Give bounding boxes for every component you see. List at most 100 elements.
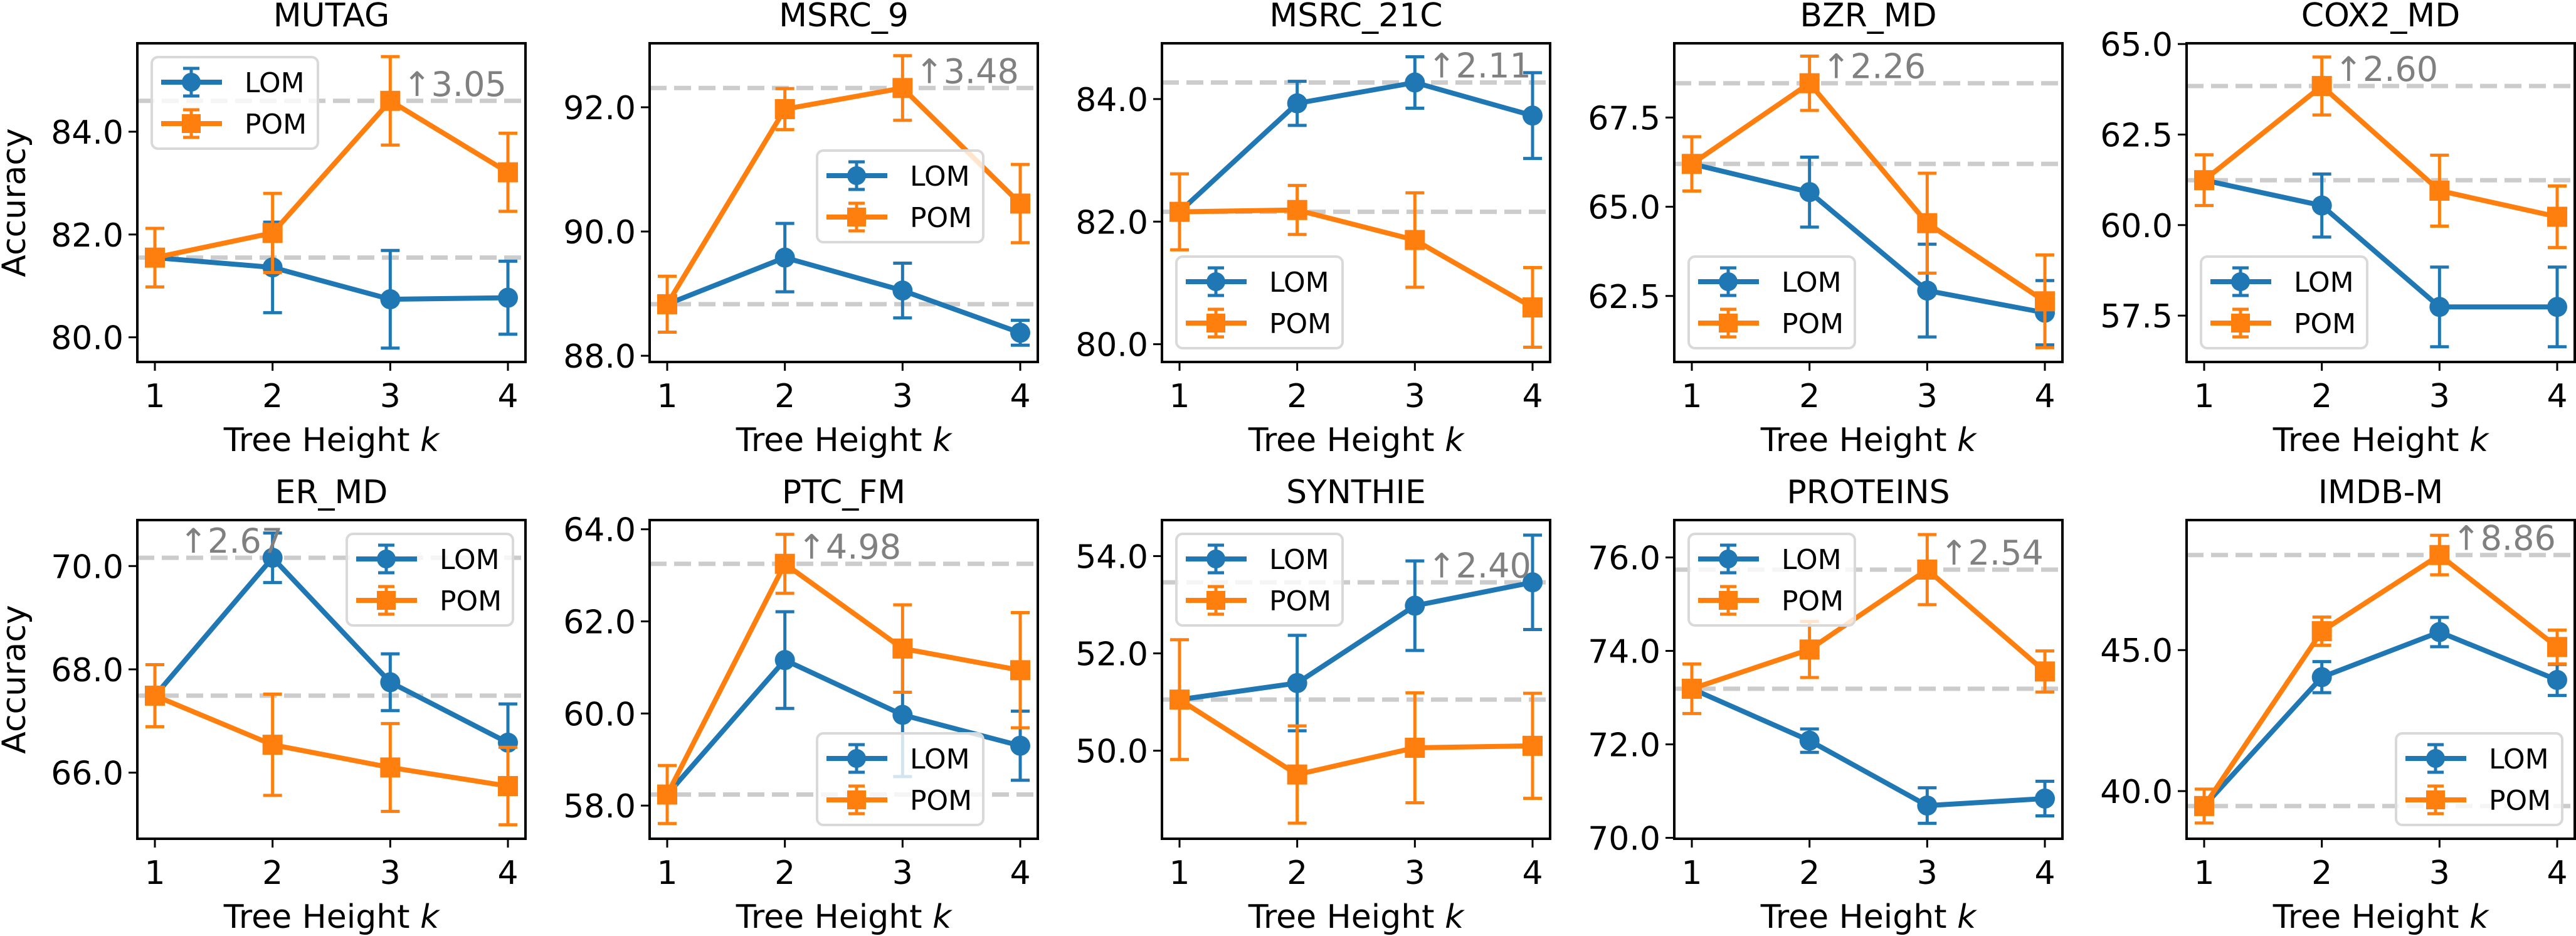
x-tick-label: 4 — [497, 854, 518, 892]
data-point — [892, 280, 913, 301]
legend-item-lom: LOM — [1698, 266, 1842, 299]
up-arrow-icon: ↑ — [915, 51, 943, 91]
x-tick-label: 3 — [1405, 854, 1425, 892]
legend-label: LOM — [2294, 267, 2354, 299]
x-axis-label-text: Tree Height — [736, 898, 932, 936]
legend: LOM POM — [1687, 533, 1856, 627]
improvement-value: 2.60 — [2363, 50, 2438, 89]
legend-label: POM — [2294, 308, 2356, 340]
x-axis-label: Tree Height k — [1248, 898, 1465, 936]
legend-item-pom: POM — [1698, 307, 1844, 340]
data-point — [380, 672, 401, 693]
data-point — [1682, 154, 1702, 174]
x-axis-label-text: Tree Height — [1760, 422, 1957, 459]
data-point — [774, 650, 795, 671]
x-tick-label: 2 — [1799, 378, 1820, 415]
data-point — [1799, 182, 1820, 203]
legend: LOM POM — [816, 149, 984, 243]
subplot-mutag: MUTAG ↑3.05 1 2 3 4 Tree Height k 80.0 82.0 84.0 A… — [0, 0, 527, 459]
up-arrow-icon: ↑ — [1822, 47, 1850, 87]
subplot-title: IMDB-M — [2318, 474, 2444, 511]
data-point — [1010, 193, 1030, 214]
x-tick-label: 4 — [2034, 378, 2055, 415]
x-axis-label-text: Tree Height — [223, 422, 420, 459]
x-tick-label: 2 — [1287, 378, 1307, 415]
axes-frame — [2185, 519, 2576, 840]
data-point — [380, 90, 401, 111]
up-arrow-icon: ↑ — [798, 528, 826, 567]
x-tick-label: 1 — [657, 378, 677, 415]
series-pom — [145, 663, 518, 827]
data-point — [2429, 622, 2450, 642]
legend-label: POM — [440, 585, 502, 617]
data-point — [1917, 213, 1938, 233]
x-tick-label: 1 — [144, 854, 165, 892]
plot-area — [650, 54, 1038, 347]
improvement-value: 2.26 — [1850, 47, 1926, 87]
data-point — [2547, 297, 2567, 317]
x-tick-label: 1 — [144, 378, 165, 415]
axes-frame — [136, 42, 527, 363]
axes-frame — [1161, 519, 1551, 840]
legend-marker-circle-icon — [2426, 749, 2445, 768]
series-line — [1691, 566, 2047, 691]
up-arrow-icon: ↑ — [2452, 519, 2480, 558]
series-pom — [1682, 54, 2055, 349]
y-tick-label: 60.0 — [2100, 208, 2173, 245]
series-line — [154, 255, 509, 302]
x-axis-label-text: Tree Height — [1248, 422, 1445, 459]
legend-marker-square-icon — [847, 208, 866, 226]
data-point — [1523, 105, 1543, 126]
data-point — [774, 553, 795, 574]
improvement-annotation: ↑2.67 — [179, 521, 283, 561]
legend: LOM POM — [1175, 255, 1344, 349]
legend-label: POM — [1782, 308, 1844, 340]
series-line — [2202, 83, 2558, 220]
x-axis-label-var: k — [932, 422, 953, 459]
y-tick-label: 60.0 — [563, 696, 636, 733]
data-point — [1917, 559, 1938, 580]
y-tick-label: 50.0 — [1075, 733, 1148, 771]
x-tick-label: 3 — [892, 378, 913, 415]
y-tick-label: 58.0 — [563, 788, 636, 826]
subplot-title: BZR_MD — [1800, 0, 1936, 35]
data-point — [262, 735, 283, 755]
x-tick-label: 2 — [1287, 854, 1307, 892]
legend-label: LOM — [910, 161, 970, 193]
x-tick-label: 4 — [1522, 378, 1543, 415]
data-point — [1523, 572, 1543, 593]
x-tick-label: 2 — [262, 378, 283, 415]
x-axis-label-var: k — [420, 898, 440, 936]
x-tick-label: 2 — [262, 854, 283, 892]
legend-item-lom: LOM — [1698, 543, 1842, 576]
series-line — [1691, 686, 2045, 809]
series-line — [2204, 178, 2557, 310]
y-tick-label: 65.0 — [2100, 26, 2173, 64]
y-tick-label: 84.0 — [1075, 82, 1148, 119]
x-axis-label: Tree Height k — [2272, 422, 2489, 459]
series-line — [1178, 80, 1534, 214]
series-line — [154, 693, 509, 789]
x-axis-label: Tree Height k — [1248, 422, 1465, 459]
data-point — [657, 294, 677, 314]
series-pom — [657, 533, 1030, 826]
series-pom — [1169, 172, 1543, 349]
improvement-annotation: ↑2.54 — [1940, 533, 2043, 573]
legend-marker-square-icon — [377, 591, 396, 610]
legend: LOM POM — [150, 56, 319, 150]
legend-label: POM — [2489, 785, 2551, 817]
data-point — [2429, 297, 2450, 317]
x-axis-label: Tree Height k — [223, 898, 440, 936]
x-tick-label: 2 — [774, 378, 795, 415]
plot-area — [137, 531, 525, 827]
subplot-title: COX2_MD — [2301, 0, 2461, 35]
y-tick-label: 74.0 — [1588, 634, 1660, 671]
y-tick-label: 64.0 — [563, 512, 636, 550]
legend-label: POM — [910, 785, 972, 817]
series-line — [1179, 580, 1533, 703]
series-line — [1178, 697, 1533, 777]
legend-item-pom: POM — [1698, 585, 1844, 617]
legend: LOM POM — [816, 732, 984, 826]
series-line — [2202, 552, 2559, 808]
y-tick-label: 82.0 — [51, 217, 124, 255]
